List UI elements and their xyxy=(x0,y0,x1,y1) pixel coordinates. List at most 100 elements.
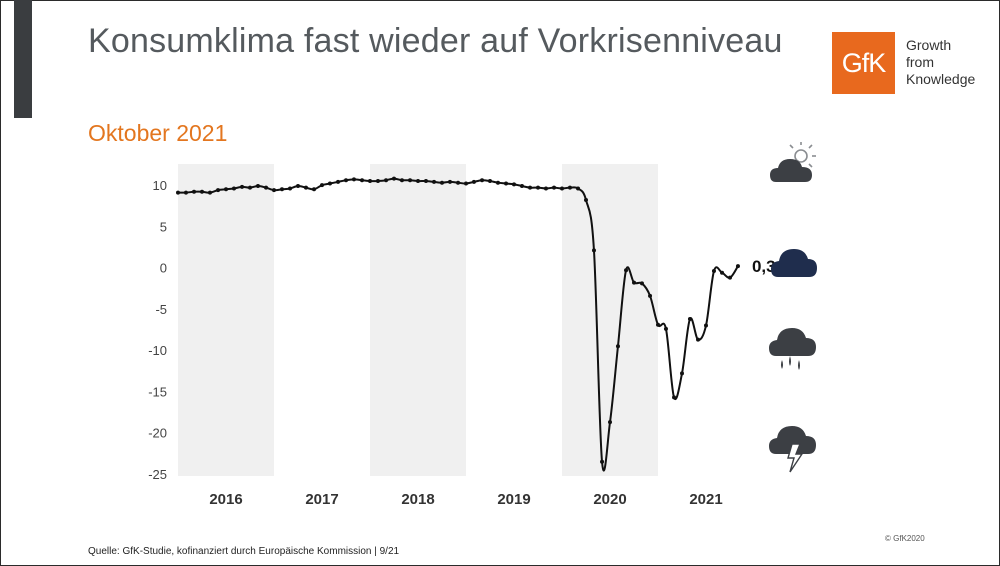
x-tick-label: 2017 xyxy=(305,491,338,508)
y-tick-label: -15 xyxy=(148,384,167,399)
data-point xyxy=(591,248,596,253)
data-point xyxy=(480,178,485,183)
source-note: Quelle: GfK-Studie, kofinanziert durch E… xyxy=(88,546,400,557)
data-point xyxy=(528,185,533,190)
data-point xyxy=(423,179,428,184)
data-point xyxy=(320,183,324,188)
y-tick-label: -5 xyxy=(155,302,167,317)
data-point xyxy=(663,326,668,331)
data-point xyxy=(231,186,236,191)
data-point xyxy=(272,188,276,193)
data-point xyxy=(656,322,660,327)
data-point xyxy=(464,181,468,186)
data-point xyxy=(672,395,677,400)
y-axis: 10 5 0 -5 -10 -15 -20 -25 xyxy=(148,178,167,482)
data-point xyxy=(384,178,389,183)
data-point xyxy=(224,187,228,192)
data-point xyxy=(711,269,716,274)
data-point xyxy=(728,275,732,280)
year-band-2016 xyxy=(178,164,274,476)
data-point xyxy=(200,189,204,194)
x-tick-label: 2018 xyxy=(401,491,434,508)
data-point xyxy=(408,178,413,183)
data-points xyxy=(176,176,740,464)
data-point xyxy=(648,293,653,298)
data-point xyxy=(600,459,605,464)
data-point xyxy=(584,198,588,203)
data-point xyxy=(696,337,701,342)
data-point xyxy=(495,180,500,185)
y-tick-label: 5 xyxy=(160,219,167,234)
y-tick-label: 0 xyxy=(160,261,167,276)
data-point xyxy=(680,371,684,376)
cloud-icon xyxy=(771,249,817,277)
data-point xyxy=(192,189,197,194)
rain-cloud-icon xyxy=(769,328,816,370)
page-subtitle: Oktober 2021 xyxy=(88,120,228,146)
data-point xyxy=(207,190,212,195)
logo-tagline-line3: Knowledge xyxy=(906,71,976,87)
x-tick-label: 2019 xyxy=(497,491,530,508)
logo-tagline-line1: Growth xyxy=(906,37,952,53)
data-point xyxy=(720,270,725,275)
data-point xyxy=(471,179,476,184)
data-point xyxy=(639,281,644,286)
data-point xyxy=(519,184,524,188)
data-point xyxy=(351,177,356,182)
y-tick-label: -10 xyxy=(148,343,167,358)
data-point xyxy=(327,181,332,186)
data-point xyxy=(447,179,452,184)
data-point xyxy=(735,264,740,269)
data-point xyxy=(216,188,221,193)
data-point xyxy=(240,184,245,189)
x-tick-label: 2021 xyxy=(689,491,722,508)
page-title: Konsumklima fast wieder auf Vorkrisenniv… xyxy=(88,22,783,60)
data-point xyxy=(536,185,540,190)
data-point xyxy=(303,185,308,190)
data-point xyxy=(512,182,516,187)
data-point xyxy=(368,179,372,184)
data-point xyxy=(576,186,581,191)
logo-tagline: Growth from Knowledge xyxy=(906,37,975,88)
data-point xyxy=(552,185,557,190)
data-point xyxy=(288,186,293,191)
data-point xyxy=(255,184,260,188)
data-point xyxy=(488,179,492,184)
x-tick-label: 2020 xyxy=(593,491,626,508)
data-point xyxy=(392,176,396,181)
data-point xyxy=(279,187,284,192)
data-point xyxy=(608,420,612,425)
y-tick-label: -20 xyxy=(148,426,167,441)
y-tick-label: -25 xyxy=(148,467,167,482)
data-point xyxy=(312,187,317,192)
data-point xyxy=(176,190,180,195)
data-point xyxy=(344,178,348,183)
sun-cloud-icon xyxy=(770,142,816,182)
data-point xyxy=(560,186,564,191)
data-point xyxy=(687,316,692,321)
data-point xyxy=(416,179,420,184)
data-point xyxy=(543,186,548,191)
data-point xyxy=(615,344,620,349)
data-point xyxy=(399,178,404,183)
data-point xyxy=(567,185,572,190)
data-point xyxy=(504,181,509,186)
data-point xyxy=(183,190,188,195)
year-shading-group xyxy=(178,164,658,476)
accent-bar xyxy=(14,0,32,118)
x-axis: 2016 2017 2018 2019 2020 2021 xyxy=(209,491,722,508)
data-point xyxy=(440,180,444,185)
year-band-2018 xyxy=(370,164,466,476)
data-point xyxy=(296,184,300,188)
current-value-label: 0,3 xyxy=(752,257,776,276)
data-point xyxy=(264,185,269,190)
gfk-logo: GfK xyxy=(832,32,895,94)
data-point xyxy=(624,268,629,273)
data-point xyxy=(360,178,365,183)
data-point xyxy=(248,185,252,190)
data-point xyxy=(632,280,636,285)
copyright-note: © GfK2020 xyxy=(885,534,925,543)
data-point xyxy=(375,179,380,184)
data-point xyxy=(432,179,437,184)
